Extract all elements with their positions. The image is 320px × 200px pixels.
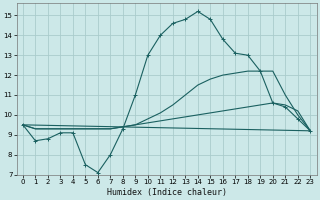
X-axis label: Humidex (Indice chaleur): Humidex (Indice chaleur) bbox=[107, 188, 227, 197]
